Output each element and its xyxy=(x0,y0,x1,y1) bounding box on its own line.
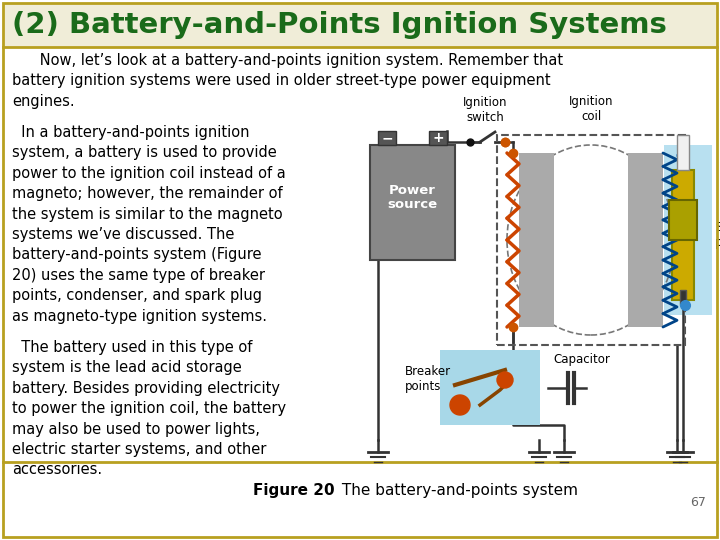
Text: The battery used in this type of
system is the lead acid storage
battery. Beside: The battery used in this type of system … xyxy=(12,340,286,477)
Text: Figure 20: Figure 20 xyxy=(253,483,335,497)
Bar xyxy=(440,350,540,425)
Bar xyxy=(497,135,685,345)
Circle shape xyxy=(497,372,513,388)
Text: Now, let’s look at a battery-and-points ignition system. Remember that
battery i: Now, let’s look at a battery-and-points … xyxy=(12,53,563,109)
Bar xyxy=(370,145,455,260)
Bar xyxy=(669,200,697,240)
Circle shape xyxy=(450,395,470,415)
Bar xyxy=(429,131,447,145)
Bar xyxy=(664,145,712,315)
Text: Power
source: Power source xyxy=(387,184,438,212)
Bar xyxy=(672,170,694,300)
Text: (2) Battery-and-Points Ignition Systems: (2) Battery-and-Points Ignition Systems xyxy=(12,11,667,39)
Bar xyxy=(3,3,717,47)
Text: Ignition
coil: Ignition coil xyxy=(569,95,613,123)
Text: 67: 67 xyxy=(690,496,706,509)
Text: Ignition
switch: Ignition switch xyxy=(463,96,508,124)
Bar xyxy=(519,153,554,327)
Text: The battery-and-points system: The battery-and-points system xyxy=(337,483,578,497)
Bar xyxy=(680,290,686,305)
Bar xyxy=(628,153,663,327)
Text: +: + xyxy=(432,131,444,145)
Bar xyxy=(677,135,689,170)
Text: Breaker
points: Breaker points xyxy=(405,365,451,393)
Text: Spark
plug: Spark plug xyxy=(715,221,720,249)
Text: −: − xyxy=(381,131,393,145)
Text: Capacitor: Capacitor xyxy=(553,353,610,366)
Bar xyxy=(378,131,396,145)
Text: In a battery-and-points ignition
system, a battery is used to provide
power to t: In a battery-and-points ignition system,… xyxy=(12,125,286,323)
